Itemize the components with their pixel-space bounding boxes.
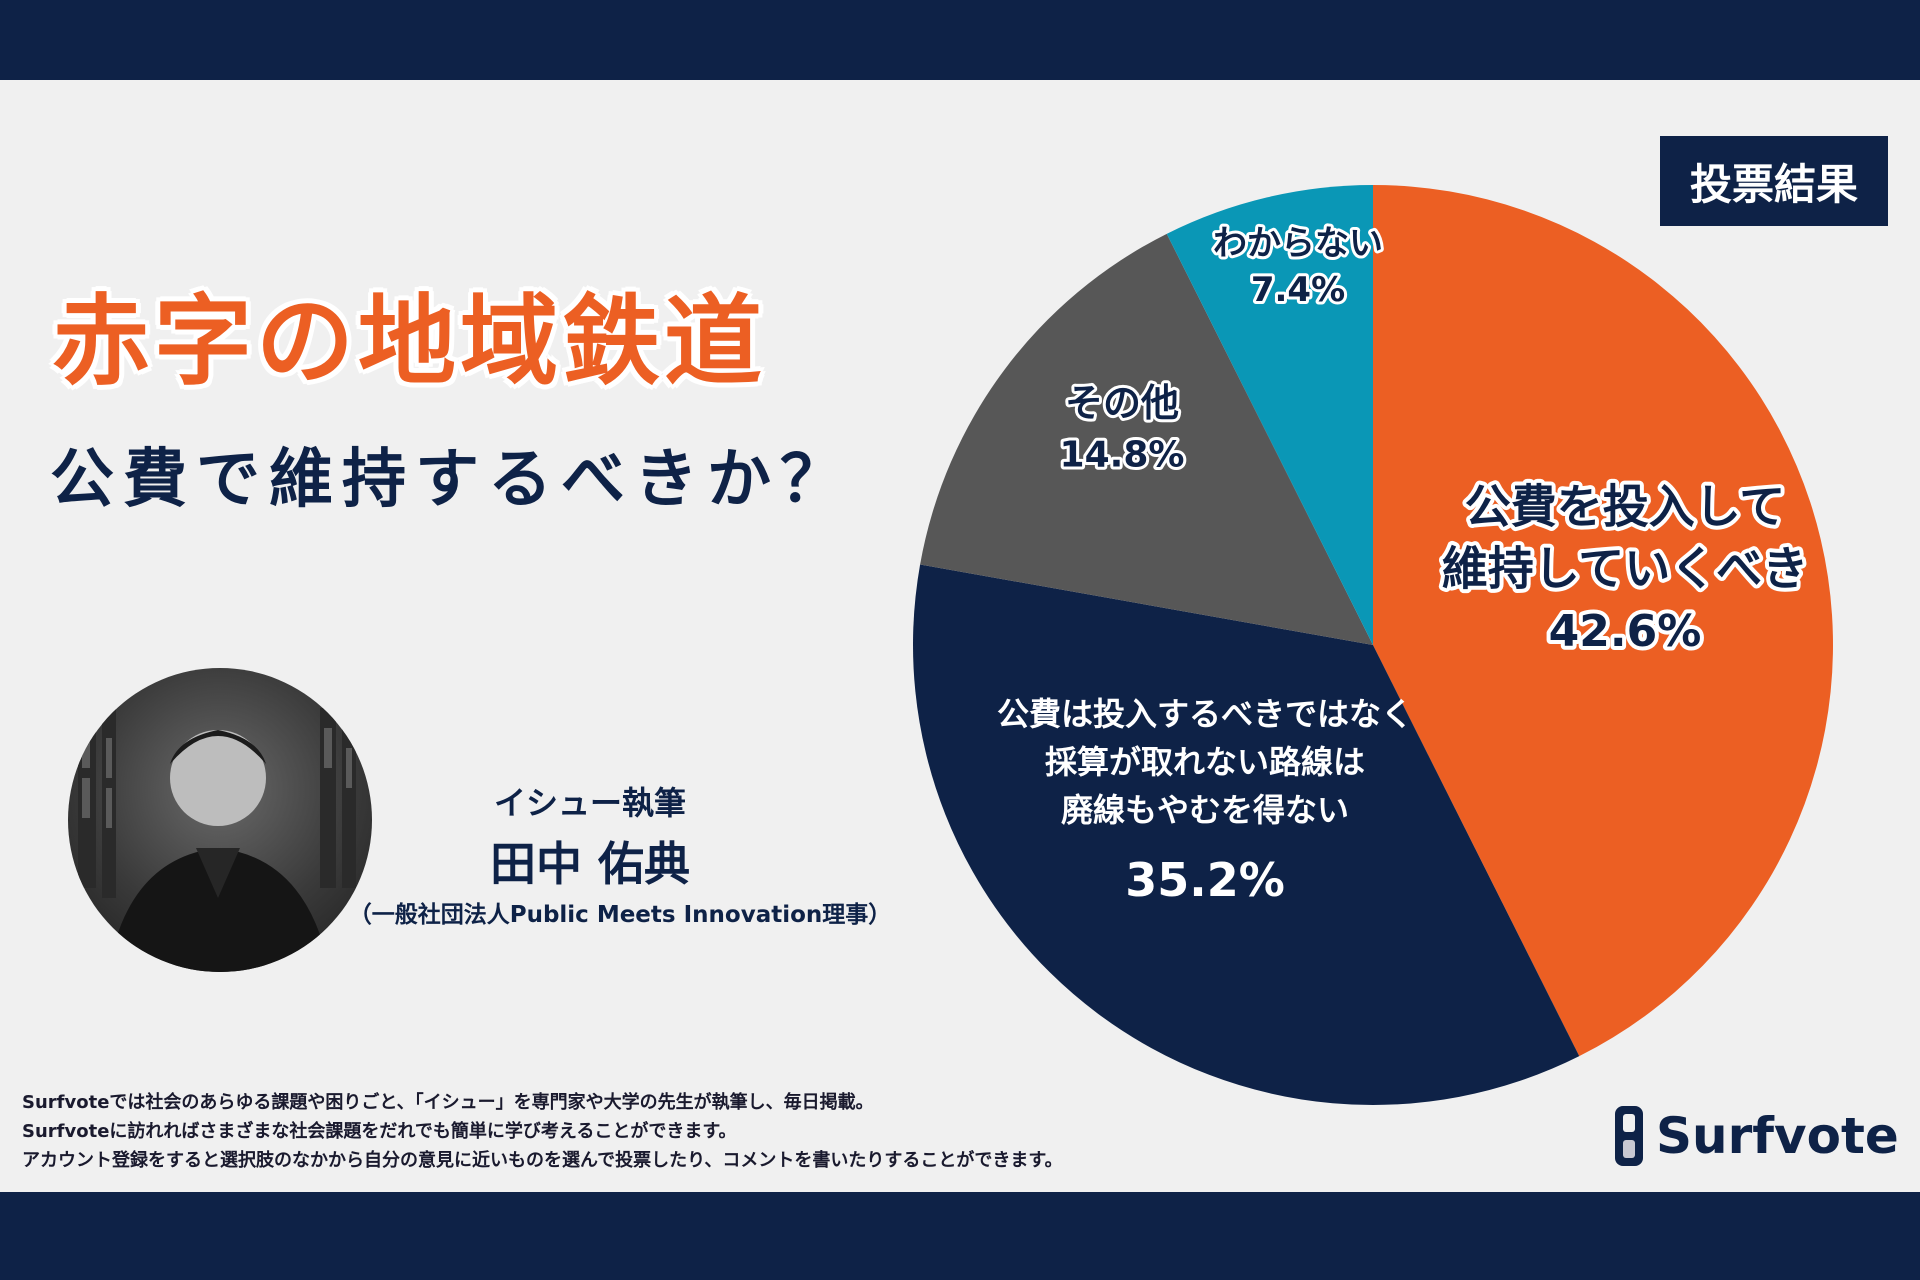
slice-value-label: 42.6% [1549, 606, 1702, 657]
footer-line: アカウント登録をすると選択肢のなかから自分の意見に近いものを選んで投票したり、コ… [22, 1150, 1063, 1171]
logo-text: Surfvote [1656, 1107, 1899, 1165]
footer-description: Surfvoteでは社会のあらゆる課題や困りごと、「イシュー」を専門家や大学の先… [22, 1088, 1063, 1175]
footer-line: Surfvoteに訪れればさまざまな社会課題をだれでも簡単に学び考えることができ… [22, 1121, 737, 1142]
slice-label: 公費は投入するべきではなく [997, 695, 1413, 733]
author-organization: （一般社団法人Public Meets Innovation理事） [348, 902, 892, 928]
page-subtitle: 公費で維持するべきか？ [50, 443, 853, 517]
slice-label: 採算が取れない路線は [1045, 743, 1365, 781]
slice-label: 公費を投入して [1465, 479, 1786, 533]
footer-line: Surfvoteでは社会のあらゆる課題や困りごと、「イシュー」を専門家や大学の先… [22, 1092, 874, 1113]
page-title: 赤字の地域鉄道 [52, 285, 767, 399]
slice-label: その他 [1065, 381, 1179, 425]
surfvote-logo-icon [1615, 1106, 1643, 1166]
pie-slice [1373, 185, 1833, 1057]
pie-slice [1166, 185, 1373, 645]
slice-value-label: 35.2% [1125, 853, 1285, 907]
author-avatar [68, 668, 372, 972]
top-band [0, 0, 1920, 80]
slice-label: 維持していくべき [1442, 541, 1809, 595]
slice-value-label: 14.8% [1060, 435, 1185, 476]
slice-value-label: 7.4% [1251, 270, 1345, 310]
result-badge: 投票結果 [1660, 136, 1888, 226]
author-role: イシュー執筆 [493, 784, 686, 822]
pie-slice [920, 233, 1373, 645]
pie-slice [913, 564, 1580, 1105]
bottom-band [0, 1192, 1920, 1280]
author-name: 田中 佑典 [489, 837, 690, 891]
surfvote-logo: Surfvote [1612, 1104, 1899, 1168]
slice-label: 廃線もやむを得ない [1061, 791, 1349, 829]
slice-label: わからない [1213, 224, 1383, 264]
